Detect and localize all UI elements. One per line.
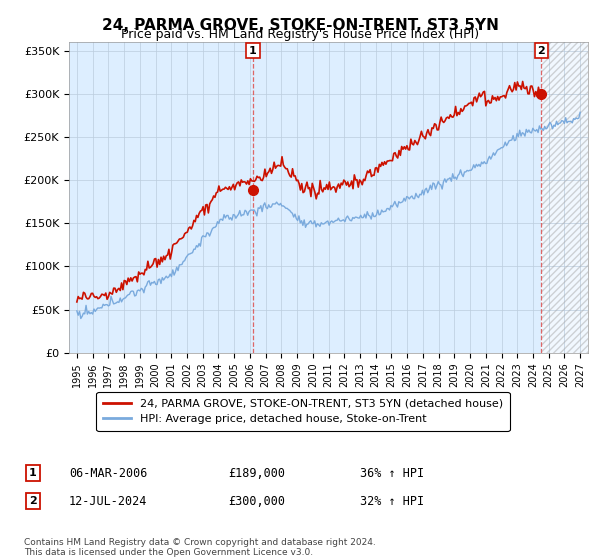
Text: 24, PARMA GROVE, STOKE-ON-TRENT, ST3 5YN: 24, PARMA GROVE, STOKE-ON-TRENT, ST3 5YN [101,18,499,33]
Text: £300,000: £300,000 [228,494,285,508]
Text: 1: 1 [249,45,257,55]
Text: 36% ↑ HPI: 36% ↑ HPI [360,466,424,480]
Text: 12-JUL-2024: 12-JUL-2024 [69,494,148,508]
Text: 2: 2 [29,496,37,506]
Text: 1: 1 [29,468,37,478]
Text: £189,000: £189,000 [228,466,285,480]
Text: 32% ↑ HPI: 32% ↑ HPI [360,494,424,508]
Text: Contains HM Land Registry data © Crown copyright and database right 2024.
This d: Contains HM Land Registry data © Crown c… [24,538,376,557]
Text: Price paid vs. HM Land Registry's House Price Index (HPI): Price paid vs. HM Land Registry's House … [121,28,479,41]
Text: 06-MAR-2006: 06-MAR-2006 [69,466,148,480]
Legend: 24, PARMA GROVE, STOKE-ON-TRENT, ST3 5YN (detached house), HPI: Average price, d: 24, PARMA GROVE, STOKE-ON-TRENT, ST3 5YN… [97,392,509,431]
Text: 2: 2 [538,45,545,55]
